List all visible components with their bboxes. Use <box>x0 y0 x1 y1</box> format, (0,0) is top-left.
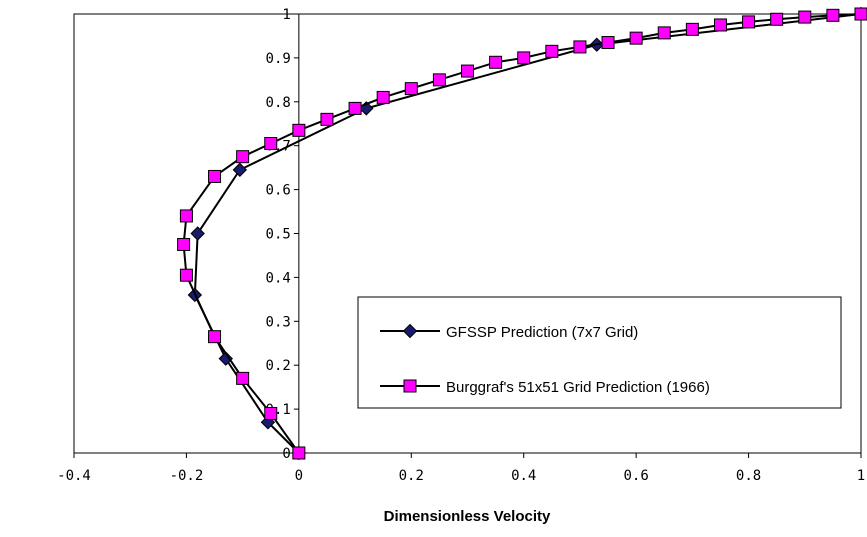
data-point <box>601 36 615 50</box>
data-point <box>629 31 643 45</box>
data-point <box>236 150 250 164</box>
legend-entry-gfssp: GFSSP Prediction (7x7 Grid) <box>380 323 638 341</box>
data-point <box>264 406 278 420</box>
legend-entry-burggraf: Burggraf's 51x51 Grid Prediction (1966) <box>380 379 710 396</box>
series-layer <box>177 6 867 461</box>
legend: GFSSP Prediction (7x7 Grid) Burggraf's 5… <box>357 296 842 409</box>
data-point <box>545 44 559 58</box>
data-point <box>236 371 250 385</box>
data-point <box>854 7 867 21</box>
data-point <box>798 10 812 24</box>
x-tick-label: -0.2 <box>170 468 204 484</box>
data-point <box>573 40 587 54</box>
data-point <box>348 101 362 115</box>
x-tick-label: 0.8 <box>736 468 761 484</box>
y-tick-label: 1 <box>282 7 290 23</box>
data-point <box>264 137 278 151</box>
y-tick-label: 0.2 <box>266 358 291 374</box>
data-point <box>657 26 671 40</box>
y-tick-label: 0.5 <box>266 227 291 243</box>
data-point <box>177 237 191 251</box>
data-point <box>376 90 390 104</box>
x-tick-label: 1 <box>857 468 865 484</box>
axes: 00.10.20.30.40.50.60.70.80.91-0.4 -0.2 0 0.… <box>57 7 865 484</box>
legend-box <box>357 296 842 409</box>
data-point <box>292 446 306 460</box>
y-tick-label: 0.4 <box>266 270 291 286</box>
data-point <box>826 8 840 22</box>
data-point <box>179 268 193 282</box>
legend-marker-square <box>403 379 417 393</box>
data-point <box>770 12 784 26</box>
data-point <box>517 51 531 65</box>
series-burggraf <box>177 7 867 460</box>
data-point <box>292 123 306 137</box>
x-tick-label: 0.6 <box>623 468 648 484</box>
y-tick-label: 0.8 <box>266 95 291 111</box>
x-tick-label: -0.4 <box>57 468 91 484</box>
y-tick-label: 0.9 <box>266 51 291 67</box>
data-point <box>489 55 503 69</box>
data-point <box>179 209 193 223</box>
data-point <box>461 64 474 78</box>
data-point <box>190 226 205 241</box>
y-tick-label: 0 <box>282 446 290 462</box>
x-tick-label: 0 <box>295 468 303 484</box>
data-point <box>742 15 756 29</box>
x-axis-title: Dimensionless Velocity <box>384 508 551 525</box>
data-point <box>208 330 222 344</box>
data-point <box>320 112 334 126</box>
data-point <box>713 18 727 32</box>
data-point <box>404 82 418 96</box>
data-point <box>218 351 233 366</box>
y-tick-label: 0.6 <box>266 183 291 199</box>
legend-label-burggraf: Burggraf's 51x51 Grid Prediction (1966) <box>446 379 710 396</box>
data-point <box>208 169 222 183</box>
data-point <box>432 73 446 87</box>
legend-marker-diamond <box>402 323 418 339</box>
x-tick-label: 0.2 <box>399 468 424 484</box>
data-point <box>685 22 699 36</box>
data-point <box>232 162 248 178</box>
legend-label-gfssp: GFSSP Prediction (7x7 Grid) <box>446 324 638 341</box>
y-tick-label: 0.3 <box>266 314 291 330</box>
x-tick-label: 0.4 <box>511 468 536 484</box>
